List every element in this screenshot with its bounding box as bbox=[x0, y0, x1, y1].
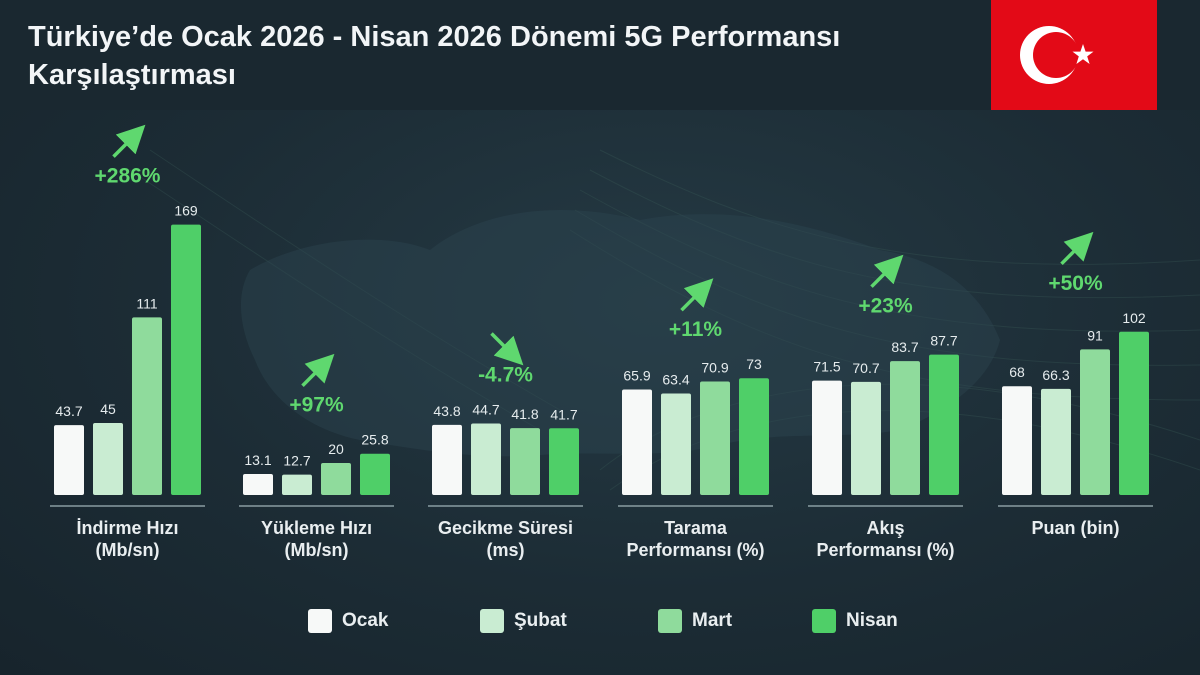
legend: Ocak Şubat Mart Nisan bbox=[0, 604, 1200, 638]
bar-value-label: 87.7 bbox=[930, 333, 957, 349]
bar-group-4: 71.5 70.7 83.7 87.7 +23% Akış Performansı (%) bbox=[808, 254, 963, 560]
bar-value-label: 71.5 bbox=[813, 359, 840, 375]
arrow-down-right-icon bbox=[490, 332, 524, 366]
bar-group-0: 43.7 45 111 169 +286% İndirme Hızı (Mb/sn) bbox=[50, 124, 205, 560]
legend-swatch-subat bbox=[480, 609, 504, 633]
legend-item-mart: Mart bbox=[658, 604, 732, 638]
bar-group-2: 43.8 44.7 41.8 41.7 -4.7% Gecikme Süresi (ms) bbox=[428, 332, 583, 560]
bar-value-label: 73 bbox=[746, 356, 762, 372]
legend-label-nisan: Nisan bbox=[846, 610, 898, 631]
arrow-up-right-icon bbox=[112, 124, 146, 158]
bar-mart bbox=[1080, 349, 1110, 495]
bar-group-3: 65.9 63.4 70.9 73 +11% Tarama Performansı (%) bbox=[618, 278, 773, 560]
bar-nisan bbox=[1119, 331, 1149, 495]
bar-mart bbox=[700, 381, 730, 495]
arrow-up-right-icon bbox=[870, 254, 904, 288]
category-label: Gecikme Süresi (ms) bbox=[438, 518, 573, 560]
bar-value-label: 169 bbox=[174, 203, 198, 219]
bar-value-label: 63.4 bbox=[662, 372, 689, 388]
bar-value-label: 65.9 bbox=[623, 368, 650, 384]
category-label: İndirme Hızı (Mb/sn) bbox=[76, 518, 178, 560]
legend-label-mart: Mart bbox=[692, 610, 733, 631]
change-label: -4.7% bbox=[478, 363, 533, 386]
bar-group-1: 13.1 12.7 20 25.8 +97% Yükleme Hızı (Mb/sn) bbox=[239, 353, 394, 560]
bar-şubat bbox=[93, 423, 123, 495]
bar-mart bbox=[510, 428, 540, 495]
arrow-up-right-icon bbox=[1060, 231, 1094, 266]
legend-item-ocak: Ocak bbox=[308, 604, 388, 638]
bar-şubat bbox=[282, 474, 312, 495]
arrow-up-right-icon bbox=[301, 353, 335, 387]
change-label: +11% bbox=[669, 318, 722, 341]
bar-ocak bbox=[243, 474, 273, 495]
turkey-flag bbox=[991, 0, 1157, 110]
bar-nisan bbox=[360, 453, 390, 495]
bar-nisan bbox=[929, 354, 959, 495]
legend-item-nisan: Nisan bbox=[812, 604, 898, 638]
bar-value-label: 13.1 bbox=[244, 452, 271, 468]
category-label: Puan (bin) bbox=[1032, 518, 1120, 538]
legend-label-ocak: Ocak bbox=[342, 610, 389, 631]
bar-value-label: 20 bbox=[328, 441, 344, 457]
bar-value-label: 41.8 bbox=[511, 406, 538, 422]
bar-şubat bbox=[1041, 388, 1071, 495]
change-label: +23% bbox=[858, 295, 913, 318]
header-bar: Türkiye’de Ocak 2026 - Nisan 2026 Dönemi… bbox=[0, 0, 1200, 110]
bar-value-label: 68 bbox=[1009, 364, 1025, 380]
bar-nisan bbox=[739, 378, 769, 495]
bar-ocak bbox=[812, 380, 842, 495]
bar-mart bbox=[890, 361, 920, 495]
bar-şubat bbox=[851, 381, 881, 495]
legend-swatch-ocak bbox=[308, 609, 332, 633]
bar-value-label: 83.7 bbox=[891, 339, 918, 355]
legend-swatch-nisan bbox=[812, 609, 836, 633]
change-label: +286% bbox=[95, 165, 161, 188]
arrow-up-right-icon bbox=[680, 278, 714, 312]
bar-value-label: 41.7 bbox=[550, 406, 577, 422]
category-label: Yükleme Hızı (Mb/sn) bbox=[261, 518, 372, 560]
legend-swatch-mart bbox=[658, 609, 682, 633]
bar-ocak bbox=[1002, 386, 1032, 495]
bar-ocak bbox=[54, 425, 84, 495]
bar-value-label: 44.7 bbox=[472, 401, 499, 417]
bar-value-label: 91 bbox=[1087, 327, 1103, 343]
bar-value-label: 70.9 bbox=[701, 360, 728, 376]
bar-nisan bbox=[549, 428, 579, 495]
legend-label-subat: Şubat bbox=[514, 610, 567, 631]
category-label: Tarama Performansı (%) bbox=[626, 518, 764, 560]
bar-şubat bbox=[471, 423, 501, 495]
crescent-star-icon bbox=[1020, 26, 1094, 84]
bar-value-label: 70.7 bbox=[852, 360, 879, 376]
change-label: +97% bbox=[289, 394, 344, 417]
bar-value-label: 111 bbox=[136, 295, 157, 311]
bar-group-5: 68 66.3 91 102 +50% Puan (bin) bbox=[998, 231, 1153, 538]
change-label: +50% bbox=[1048, 272, 1103, 295]
bar-mart bbox=[132, 317, 162, 495]
bar-value-label: 43.8 bbox=[433, 403, 460, 419]
bar-ocak bbox=[622, 389, 652, 495]
bar-value-label: 45 bbox=[100, 401, 116, 417]
bar-mart bbox=[321, 463, 351, 495]
bar-value-label: 43.7 bbox=[55, 403, 82, 419]
bar-value-label: 102 bbox=[1122, 310, 1146, 326]
legend-item-subat: Şubat bbox=[480, 604, 567, 638]
category-label: Akış Performansı (%) bbox=[816, 518, 954, 560]
bar-nisan bbox=[171, 224, 201, 495]
page-title: Türkiye’de Ocak 2026 - Nisan 2026 Dönemi… bbox=[28, 21, 841, 91]
bar-value-label: 25.8 bbox=[361, 432, 388, 448]
bar-value-label: 66.3 bbox=[1042, 367, 1069, 383]
bar-şubat bbox=[661, 393, 691, 495]
bar-ocak bbox=[432, 424, 462, 495]
bar-value-label: 12.7 bbox=[283, 453, 310, 469]
